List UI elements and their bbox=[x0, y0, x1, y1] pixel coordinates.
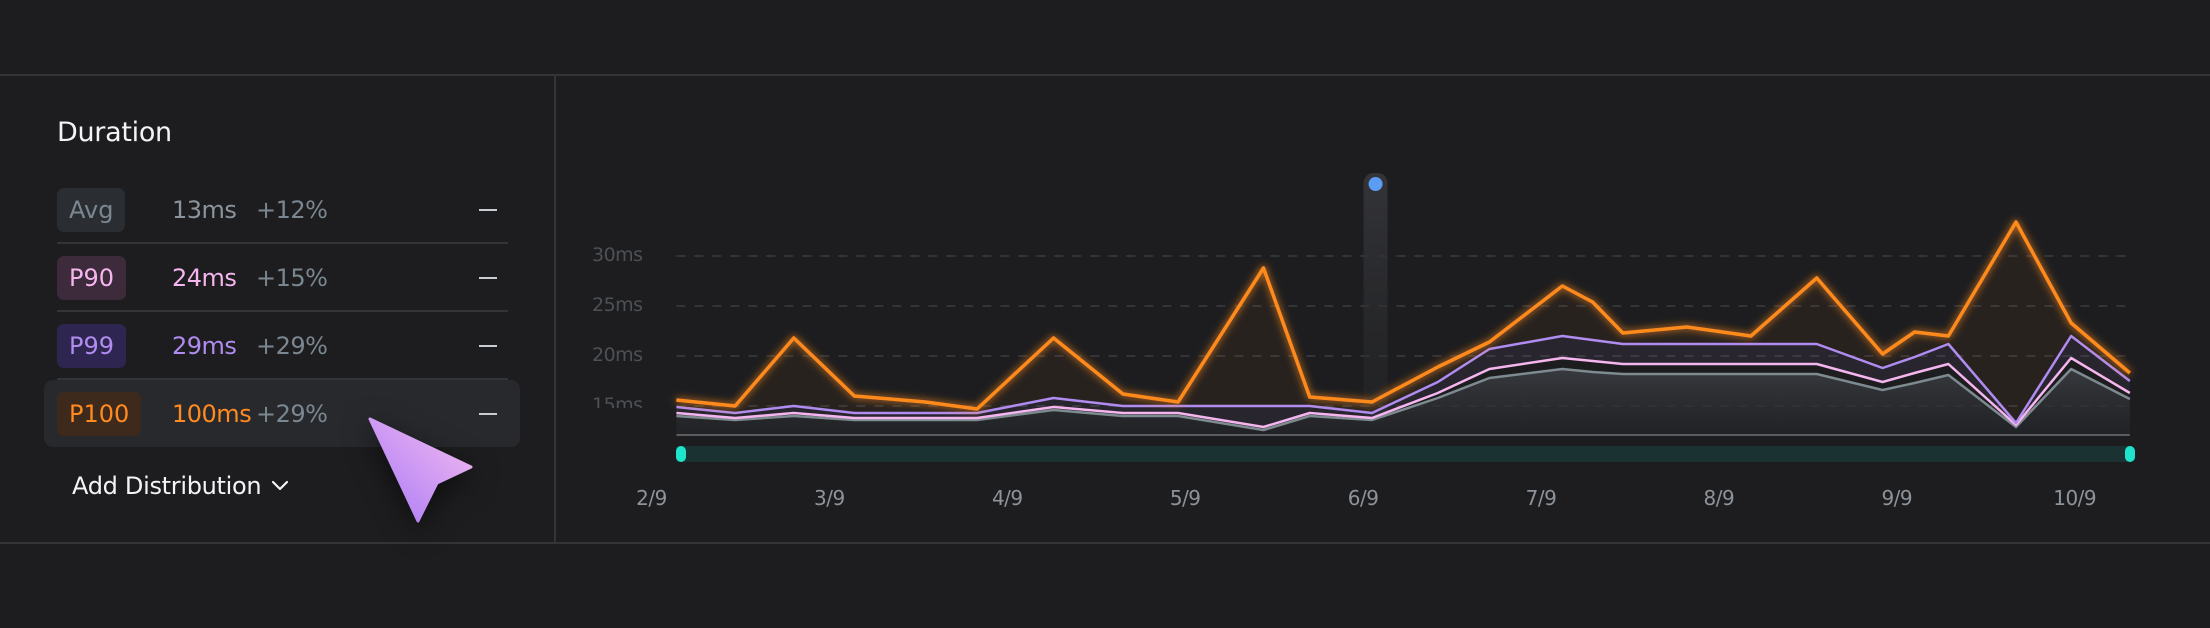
row-divider bbox=[57, 242, 508, 244]
x-tick-label: 10/9 bbox=[2053, 486, 2097, 510]
row-divider bbox=[57, 378, 508, 380]
x-tick-label: 4/9 bbox=[991, 486, 1023, 510]
series-line-p90 bbox=[676, 356, 2131, 429]
x-tick-label: 6/9 bbox=[1347, 486, 1379, 510]
panel-divider bbox=[554, 75, 556, 543]
distribution-row-p99[interactable]: P99 29ms +29% bbox=[57, 324, 508, 368]
hover-dot bbox=[1368, 177, 1383, 191]
range-handle-start[interactable] bbox=[676, 446, 686, 462]
y-tick-label: 30ms bbox=[592, 244, 643, 266]
distribution-change: +29% bbox=[256, 400, 328, 428]
mouse-pointer-icon bbox=[368, 417, 473, 523]
range-handle-end[interactable] bbox=[2125, 446, 2135, 462]
remove-distribution-button[interactable] bbox=[479, 345, 497, 347]
distribution-badge: P100 bbox=[57, 392, 142, 436]
distribution-value: 29ms bbox=[172, 332, 237, 360]
p100-area bbox=[676, 222, 2130, 423]
distribution-value: 100ms bbox=[172, 400, 252, 428]
distribution-row-avg[interactable]: Avg 13ms +12% bbox=[57, 188, 508, 232]
distribution-value: 13ms bbox=[172, 196, 237, 224]
x-tick-label: 5/9 bbox=[1169, 486, 1201, 510]
top-border bbox=[0, 74, 2210, 76]
distribution-change: +12% bbox=[256, 196, 328, 224]
bottom-border bbox=[0, 542, 2210, 544]
row-divider bbox=[57, 310, 508, 312]
p99-area bbox=[676, 336, 2130, 427]
x-tick-label: 2/9 bbox=[636, 486, 667, 510]
y-tick-label: 25ms bbox=[592, 294, 643, 316]
x-tick-label: 9/9 bbox=[1881, 486, 1913, 510]
add-distribution-button[interactable]: Add Distribution bbox=[72, 472, 289, 500]
distribution-change: +15% bbox=[256, 264, 328, 292]
distribution-row-p100[interactable]: P100 100ms +29% bbox=[57, 392, 508, 436]
distribution-badge: Avg bbox=[57, 188, 126, 232]
x-tick-label: 8/9 bbox=[1703, 486, 1735, 510]
y-tick-label: 20ms bbox=[592, 344, 643, 366]
series-line-p100 bbox=[676, 220, 2131, 411]
remove-distribution-button[interactable] bbox=[479, 413, 497, 415]
remove-distribution-button[interactable] bbox=[479, 277, 497, 279]
distribution-badge: P90 bbox=[57, 256, 127, 300]
distribution-badge: P99 bbox=[57, 324, 127, 368]
distribution-change: +29% bbox=[256, 332, 328, 360]
avg-area bbox=[676, 369, 2130, 435]
y-tick-label: 15ms bbox=[592, 394, 643, 408]
range-scrollbar[interactable] bbox=[676, 446, 2135, 462]
distribution-row-p90[interactable]: P90 24ms +15% bbox=[57, 256, 508, 300]
chevron-down-icon bbox=[272, 480, 289, 491]
add-distribution-label: Add Distribution bbox=[72, 472, 262, 500]
x-tick-label: 3/9 bbox=[814, 486, 845, 510]
remove-distribution-button[interactable] bbox=[479, 209, 497, 211]
hover-indicator bbox=[1363, 173, 1388, 423]
duration-chart[interactable] bbox=[560, 150, 2210, 450]
panel-title: Duration bbox=[57, 117, 172, 148]
series-line-p99 bbox=[676, 334, 2131, 425]
series-line-avg bbox=[676, 367, 2131, 432]
distribution-value: 24ms bbox=[172, 264, 237, 292]
x-tick-label: 7/9 bbox=[1525, 486, 1557, 510]
